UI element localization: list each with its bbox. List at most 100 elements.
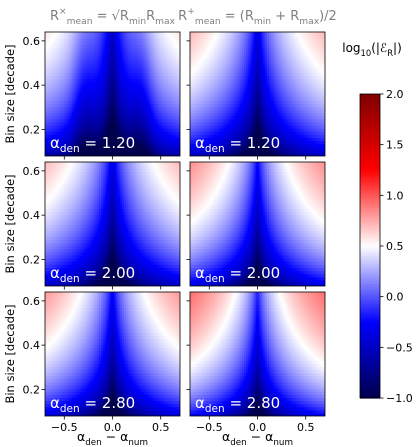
heatmap-cell — [272, 103, 276, 107]
heatmap-cell — [209, 121, 212, 126]
heatmap-cell — [170, 32, 173, 36]
heatmap-cell — [224, 128, 228, 132]
heatmap-cell — [135, 103, 139, 107]
heatmap-cell — [249, 121, 253, 126]
heatmap-cell — [284, 75, 288, 80]
heatmap-cell — [199, 69, 203, 73]
heatmap-cell — [217, 72, 220, 76]
heatmap-cell — [190, 152, 193, 156]
heatmap-cell — [85, 100, 89, 104]
heatmap-cell — [259, 90, 262, 95]
heatmap-cell — [95, 35, 98, 39]
heatmap-cell — [151, 115, 154, 120]
heatmap-cell — [211, 152, 214, 156]
heatmap-cell — [203, 90, 207, 95]
heatmap-cell — [170, 81, 173, 86]
heatmap-cell — [87, 115, 90, 120]
heatmap-cell — [66, 78, 69, 83]
heatmap-cell — [81, 44, 85, 49]
heatmap-cell — [238, 94, 241, 98]
heatmap-cell — [259, 125, 262, 129]
heatmap-cell — [247, 128, 251, 132]
heatmap-cell — [271, 90, 274, 95]
heatmap-cell — [58, 152, 62, 156]
heatmap-cell — [253, 32, 257, 36]
heatmap-cell — [83, 50, 87, 55]
heatmap-cell — [135, 41, 139, 45]
heatmap-cell — [124, 81, 127, 86]
heatmap-cell — [280, 121, 284, 126]
heatmap-cell — [195, 63, 199, 67]
heatmap-cell — [286, 115, 289, 120]
heatmap-cell — [87, 97, 90, 101]
heatmap-cell — [259, 75, 262, 80]
heatmap-cell — [112, 100, 116, 104]
heatmap-cell — [54, 90, 58, 95]
heatmap-cell — [247, 87, 251, 92]
heatmap-cell — [50, 63, 54, 67]
heatmap-cell — [77, 59, 81, 64]
heatmap-cell — [203, 131, 207, 135]
heatmap-cell — [87, 44, 90, 49]
heatmap-cell — [58, 84, 62, 89]
heatmap-cell — [79, 134, 83, 138]
heatmap-cell — [139, 81, 143, 86]
heatmap-cell — [97, 149, 100, 154]
heatmap-cell — [68, 128, 71, 132]
heatmap-cell — [191, 103, 195, 107]
heatmap-cell — [193, 131, 197, 135]
heatmap-cell — [46, 87, 50, 92]
heatmap-cell — [143, 100, 146, 104]
heatmap-cell — [104, 128, 108, 132]
heatmap-cell — [160, 56, 164, 61]
heatmap-cell — [52, 69, 56, 73]
heatmap-cell — [240, 121, 243, 126]
heatmap-cell — [286, 112, 289, 117]
heatmap-cell — [56, 72, 60, 76]
heatmap-cell — [141, 112, 144, 117]
heatmap-cell — [195, 94, 199, 98]
heatmap-cell — [267, 115, 270, 120]
heatmap-cell — [129, 35, 133, 39]
heatmap-cell — [122, 112, 125, 117]
heatmap-cell — [104, 63, 108, 67]
heatmap-cell — [261, 128, 264, 132]
heatmap-cell — [52, 115, 56, 120]
heatmap-cell — [170, 131, 173, 135]
heatmap-cell — [126, 84, 129, 89]
heatmap-cell — [46, 75, 50, 80]
heatmap-cell — [238, 103, 241, 107]
heatmap-cell — [265, 109, 268, 114]
heatmap-cell — [176, 75, 179, 80]
heatmap-cell — [232, 103, 235, 107]
heatmap-cell — [50, 143, 54, 148]
heatmap-cell — [156, 128, 160, 132]
heatmap-cell — [278, 137, 282, 142]
heatmap-cell — [75, 103, 79, 107]
heatmap-cell — [137, 38, 141, 42]
heatmap-cell — [265, 97, 268, 101]
heatmap-cell — [222, 131, 226, 135]
heatmap-cell — [253, 115, 257, 120]
heatmap-cell — [238, 38, 241, 42]
heatmap-cell — [218, 106, 222, 111]
heatmap-cell — [230, 115, 234, 120]
heatmap-cell — [64, 94, 67, 98]
heatmap-cell — [234, 59, 237, 64]
heatmap-cell — [77, 44, 81, 49]
heatmap-cell — [145, 72, 148, 76]
heatmap-cell — [158, 90, 162, 95]
heatmap-cell — [87, 78, 90, 83]
heatmap-cell — [93, 94, 96, 98]
heatmap-cell — [247, 81, 251, 86]
heatmap-cell — [288, 78, 291, 83]
heatmap-cell — [97, 84, 100, 89]
heatmap-cell — [162, 112, 166, 117]
heatmap-cell — [143, 112, 146, 117]
heatmap-cell — [290, 115, 293, 120]
heatmap-cell — [81, 106, 85, 111]
heatmap-cell — [274, 87, 278, 92]
heatmap-cell — [131, 38, 135, 42]
heatmap-cell — [278, 56, 282, 61]
heatmap-cell — [95, 118, 98, 123]
